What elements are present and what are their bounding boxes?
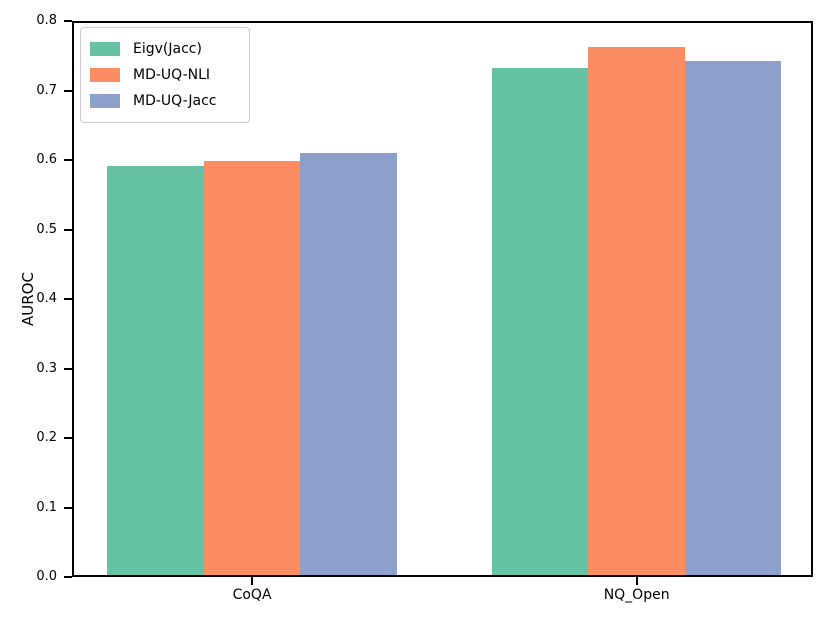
y-tick-0.8 [64, 20, 72, 22]
bar-nq-open-eigv-jacc [491, 67, 589, 577]
y-tick-label-0.7: 0.7 [36, 82, 57, 98]
y-tick-0.1 [64, 506, 72, 509]
legend-item-md-uq-nli: MD-UQ-NLI [90, 63, 239, 87]
x-tick-label-coqa: CoQA [232, 587, 272, 603]
legend: Eigv(Jacc) MD-UQ-NLI MD-UQ-Jacc [80, 27, 250, 123]
bar-nq-open-md-uq-nli [588, 46, 685, 577]
y-tick-label-0.5: 0.5 [36, 221, 57, 237]
legend-swatch-eigv-jacc [90, 42, 120, 56]
legend-label-md-uq-nli: MD-UQ-NLI [133, 67, 211, 83]
legend-swatch-md-uq-nli [90, 68, 120, 82]
y-tick-label-0.1: 0.1 [36, 499, 57, 515]
y-tick-label-0.2: 0.2 [36, 430, 57, 445]
legend-swatch-md-uq-jacc [90, 94, 120, 108]
bar-coqa-eigv-jacc [107, 166, 204, 577]
y-tick-label-0.8: 0.8 [36, 13, 57, 28]
y-tick-label-0.4: 0.4 [36, 291, 57, 306]
y-tick-0.5 [64, 228, 72, 231]
y-tick-0.0 [64, 576, 72, 578]
legend-item-md-uq-jacc: MD-UQ-Jacc [90, 89, 239, 113]
x-tick-coqa [251, 577, 254, 585]
x-tick-label-nq-open: NQ_Open [603, 587, 670, 603]
y-tick-0.6 [64, 159, 72, 161]
y-tick-label-0.3: 0.3 [36, 360, 57, 376]
y-tick-0.3 [64, 367, 72, 370]
y-tick-label-0.0: 0.0 [36, 569, 57, 584]
x-tick-nq-open [635, 577, 638, 585]
legend-label-md-uq-jacc: MD-UQ-Jacc [133, 93, 217, 109]
y-tick-label-0.6: 0.6 [36, 152, 57, 167]
y-tick-0.4 [64, 298, 72, 300]
legend-label-eigv-jacc: Eigv(Jacc) [133, 41, 202, 57]
bar-coqa-md-uq-jacc [300, 153, 397, 577]
bar-nq-open-md-uq-jacc [684, 61, 782, 577]
y-tick-0.7 [64, 89, 72, 92]
bar-coqa-md-uq-nli [203, 161, 301, 577]
legend-item-eigv-jacc: Eigv(Jacc) [90, 37, 239, 61]
y-tick-0.2 [64, 437, 72, 439]
